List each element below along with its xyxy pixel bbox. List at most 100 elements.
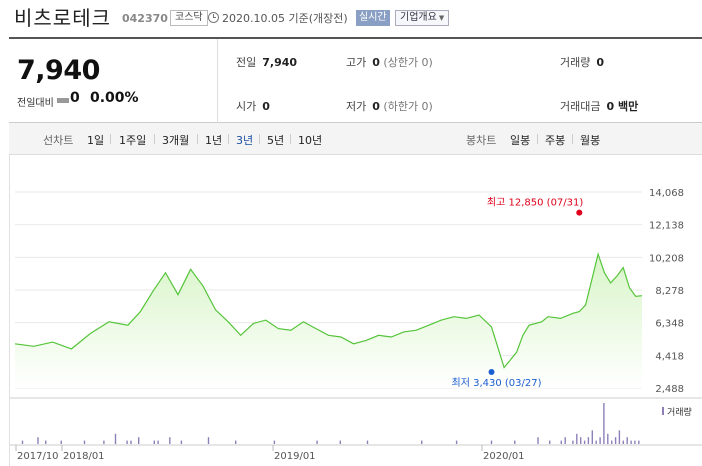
- volume-bar: [316, 440, 318, 444]
- stat-value: 0: [372, 56, 380, 69]
- low-marker: [488, 369, 495, 376]
- volume-legend-swatch: [662, 407, 664, 415]
- stat-value: 0: [596, 56, 605, 69]
- company-overview-label: 기업개요: [400, 12, 437, 23]
- x-tick-label: 2018/01: [63, 451, 105, 462]
- tab-divider: [537, 134, 538, 144]
- tab-divider: [197, 134, 198, 144]
- tab-1day[interactable]: 1일: [87, 134, 105, 147]
- price-box: 7,940 전일대비 0 0.00%: [9, 39, 218, 123]
- volume-bar: [153, 440, 155, 444]
- stat-value: 0: [262, 100, 270, 113]
- stat-label: 저가: [346, 100, 367, 113]
- tab-divider: [290, 134, 291, 144]
- company-overview-button[interactable]: 기업개요 ▼: [395, 10, 450, 26]
- volume-bar: [103, 440, 105, 444]
- stat-label: 전일: [236, 56, 257, 69]
- volume-bar: [626, 437, 628, 444]
- volume-bar: [611, 440, 613, 444]
- stat-low: 저가 0 (하한가 0): [346, 98, 433, 114]
- candle-chart-label: 봉차트: [466, 134, 497, 147]
- volume-bar: [273, 440, 276, 444]
- line-chart-label: 선차트: [43, 134, 74, 147]
- date-text: 2020.10.05 기준(개장전): [222, 12, 348, 25]
- x-tick-label: 2019/01: [274, 451, 316, 462]
- volume-bar: [169, 437, 171, 444]
- tab-monthly-candle[interactable]: 월봉: [580, 134, 601, 147]
- tab-daily-candle[interactable]: 일봉: [510, 134, 531, 147]
- volume-bar: [180, 440, 183, 444]
- tab-3month[interactable]: 3개월: [162, 134, 190, 147]
- volume-bar: [138, 437, 140, 444]
- stat-value: 7,940: [262, 56, 298, 69]
- tab-5year[interactable]: 5년: [267, 134, 285, 147]
- volume-bar: [564, 437, 566, 444]
- volume-bar: [60, 440, 62, 444]
- lower-limit-note: (하한가 0): [383, 100, 433, 113]
- volume-bar: [622, 440, 624, 444]
- tab-10year[interactable]: 10년: [298, 134, 323, 147]
- stat-label: 고가: [346, 56, 367, 69]
- realtime-button[interactable]: 실시간: [356, 10, 390, 26]
- tab-divider: [259, 134, 260, 144]
- volume-bar: [514, 440, 516, 444]
- volume-bar: [591, 430, 593, 444]
- stock-name: 비츠로테크: [14, 6, 111, 30]
- volume-bar: [630, 440, 632, 444]
- volume-bar: [207, 437, 210, 444]
- volume-bar: [537, 437, 539, 444]
- title-bar: 비츠로테크 042370 코스닥 2020.10.05 기준(개장전) 실시간 …: [0, 0, 702, 35]
- y-tick-label: 8,278: [655, 286, 684, 297]
- y-tick-label: 2,488: [655, 384, 684, 395]
- volume-bar: [587, 437, 590, 444]
- stock-code: 042370: [122, 12, 168, 25]
- volume-bar: [114, 433, 117, 445]
- tab-1week[interactable]: 1주일: [119, 134, 147, 147]
- volume-bar: [490, 440, 493, 444]
- volume-bar: [83, 440, 86, 444]
- clock-icon: [208, 12, 219, 23]
- change-value: 0: [70, 90, 80, 106]
- volume-bar: [37, 437, 39, 444]
- stat-label: 거래량: [560, 56, 591, 69]
- volume-bar: [157, 440, 159, 444]
- volume-bar: [421, 440, 423, 444]
- tab-3year[interactable]: 3년: [236, 134, 254, 147]
- stat-high: 고가 0 (상한가 0): [346, 54, 433, 70]
- volume-bar: [235, 440, 237, 444]
- stat-value: 0 백만: [606, 100, 639, 113]
- volume-bar: [603, 403, 605, 444]
- flat-change-icon: [57, 98, 69, 103]
- low-annotation: 최저 3,430 (03/27): [452, 377, 542, 389]
- volume-bar: [618, 430, 621, 444]
- price-line: [14, 251, 643, 369]
- price-chart[interactable]: 최고 12,850 (07/31) 최저 3,430 (03/27) 14,068…: [10, 155, 702, 466]
- y-tick-label: 10,208: [649, 253, 684, 264]
- stat-prev-close: 전일 7,940: [236, 54, 297, 70]
- x-tick-label: 2020/01: [483, 451, 525, 462]
- y-tick-label: 14,068: [649, 188, 684, 199]
- high-marker: [576, 209, 583, 216]
- volume-bar: [560, 440, 562, 444]
- chevron-down-icon: ▼: [438, 14, 445, 22]
- chart-period-tabs: 선차트 1일 1주일 3개월 1년 3년 5년 10년 봉차트 일봉 주봉 월봉: [9, 123, 702, 155]
- tab-weekly-candle[interactable]: 주봉: [545, 134, 566, 147]
- tab-1year[interactable]: 1년: [205, 134, 223, 147]
- volume-bar: [576, 433, 578, 445]
- volume-bar: [366, 440, 369, 444]
- volume-bar: [126, 440, 128, 444]
- stat-volume: 거래량 0: [560, 54, 604, 70]
- volume-bar: [599, 437, 601, 444]
- volume-bar: [595, 440, 597, 444]
- volume-bar: [45, 440, 47, 444]
- price-area-fill: [15, 254, 642, 388]
- current-price: 7,940: [17, 55, 100, 86]
- change-label: 전일대비: [17, 98, 54, 109]
- volume-bar: [339, 440, 341, 444]
- stat-open: 시가 0: [236, 98, 270, 114]
- volume-bar: [638, 440, 640, 444]
- tab-divider: [572, 134, 573, 144]
- volume-legend-label: 거래량: [667, 406, 692, 418]
- volume-bar: [130, 440, 132, 444]
- price-chart-area[interactable]: 최고 12,850 (07/31) 최저 3,430 (03/27) 14,068…: [9, 155, 702, 466]
